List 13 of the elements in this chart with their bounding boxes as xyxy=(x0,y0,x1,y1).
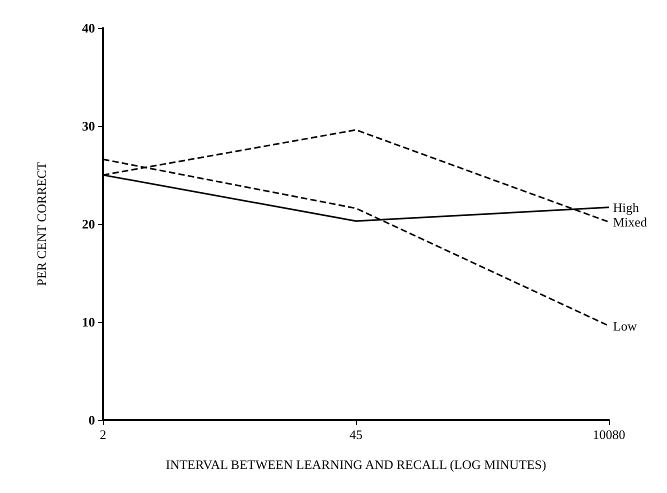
y-axis-title: PER CENT CORRECT xyxy=(34,162,49,286)
x-axis-title: INTERVAL BETWEEN LEARNING AND RECALL (LOG MINUTES) xyxy=(166,457,546,472)
x-tick-label: 10080 xyxy=(592,427,626,442)
y-tick-label: 10 xyxy=(82,314,95,330)
y-tick-label: 20 xyxy=(82,216,95,232)
series-label: Mixed xyxy=(613,214,648,230)
x-tick-label: 45 xyxy=(350,427,362,442)
series-label: Low xyxy=(613,318,638,334)
series-label: High xyxy=(613,200,640,215)
y-tick-label: 30 xyxy=(82,118,95,134)
y-tick-label: 40 xyxy=(82,20,95,36)
y-tick-label: 0 xyxy=(88,412,95,428)
x-tick-label: 2 xyxy=(100,427,106,442)
